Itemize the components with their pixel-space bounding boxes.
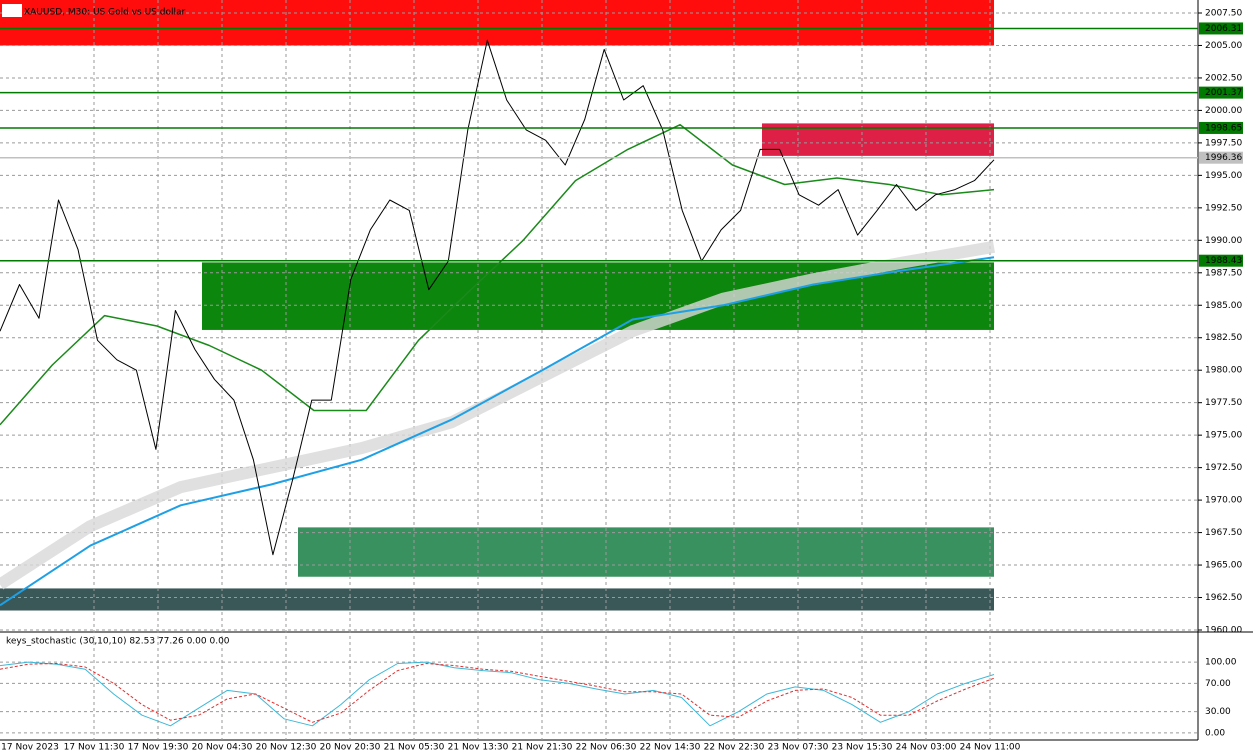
- header-bg: [2, 4, 22, 17]
- y-tick-label: 1995.00: [1205, 171, 1242, 181]
- x-tick-label: 17 Nov 11:30: [64, 743, 125, 753]
- x-tick-label: 22 Nov 22:30: [704, 743, 765, 753]
- series-line: [0, 663, 995, 723]
- series-line: [0, 256, 995, 607]
- level-label-bg: [1199, 121, 1243, 134]
- x-tick-label: 20 Nov 12:30: [256, 743, 317, 753]
- zone: [762, 123, 994, 156]
- x-tick-label: 23 Nov 15:30: [832, 743, 893, 753]
- y-tick-label: 1990.00: [1205, 236, 1242, 246]
- y-tick-label: 1982.50: [1205, 333, 1242, 343]
- y-tick-label: 1962.50: [1205, 593, 1242, 603]
- y-tick-label: 2005.00: [1205, 41, 1242, 51]
- y-tick-label: 1967.50: [1205, 528, 1242, 538]
- level-label: 1998.65: [1205, 123, 1242, 133]
- y-tick-label: 2007.50: [1205, 8, 1242, 18]
- indicator-tick-label: 70.00: [1205, 679, 1231, 689]
- indicator-tick-label: 30.00: [1205, 707, 1231, 717]
- y-tick-label: 1997.50: [1205, 138, 1242, 148]
- level-label: 1988.43: [1205, 256, 1242, 266]
- zone: [0, 0, 994, 46]
- level-label-bg: [1199, 254, 1243, 267]
- series-line: [0, 123, 995, 426]
- indicator-title: keys_stochastic (30,10,10) 82.53 77.26 0…: [6, 637, 230, 647]
- x-tick-label: 21 Nov 13:30: [448, 743, 509, 753]
- x-tick-label: 22 Nov 14:30: [640, 743, 701, 753]
- indicator-tick-label: 100.00: [1205, 658, 1237, 668]
- x-tick-label: 24 Nov 03:00: [896, 743, 957, 753]
- x-tick-label: 21 Nov 21:30: [512, 743, 573, 753]
- x-tick-label: 22 Nov 06:30: [576, 743, 637, 753]
- chart-title: XAUUSD, M30: US Gold vs US dollar: [24, 8, 185, 18]
- y-tick-label: 1970.00: [1205, 496, 1242, 506]
- y-tick-label: 1960.00: [1205, 626, 1242, 636]
- zone: [298, 527, 994, 577]
- x-tick-label: 17 Nov 19:30: [128, 743, 189, 753]
- series-line: [0, 661, 995, 727]
- x-tick-label: 17 Nov 2023: [1, 743, 59, 753]
- series-line: [0, 240, 996, 590]
- level-label-bg: [1199, 86, 1243, 99]
- y-tick-label: 1965.00: [1205, 561, 1242, 571]
- zone: [0, 588, 994, 611]
- level-label: 1996.36: [1205, 153, 1242, 163]
- level-label: 2001.37: [1205, 88, 1242, 98]
- x-tick-label: 24 Nov 11:00: [960, 743, 1021, 753]
- y-tick-label: 2000.00: [1205, 106, 1242, 116]
- y-tick-label: 1987.50: [1205, 268, 1242, 278]
- y-tick-label: 1985.00: [1205, 301, 1242, 311]
- level-label: 2006.31: [1205, 24, 1242, 34]
- y-tick-label: 1992.50: [1205, 203, 1242, 213]
- y-tick-label: 1977.50: [1205, 398, 1242, 408]
- x-tick-label: 20 Nov 04:30: [192, 743, 253, 753]
- level-label-bg: [1199, 22, 1243, 35]
- series-line: [0, 39, 995, 556]
- level-label-bg: [1199, 151, 1243, 164]
- indicator-tick-label: 0.00: [1205, 728, 1225, 738]
- y-tick-label: 1980.00: [1205, 366, 1242, 376]
- y-tick-label: 1975.00: [1205, 431, 1242, 441]
- x-tick-label: 21 Nov 05:30: [384, 743, 445, 753]
- y-tick-label: 1972.50: [1205, 463, 1242, 473]
- x-tick-label: 20 Nov 20:30: [320, 743, 381, 753]
- x-tick-label: 23 Nov 07:30: [768, 743, 829, 753]
- y-tick-label: 2002.50: [1205, 73, 1242, 83]
